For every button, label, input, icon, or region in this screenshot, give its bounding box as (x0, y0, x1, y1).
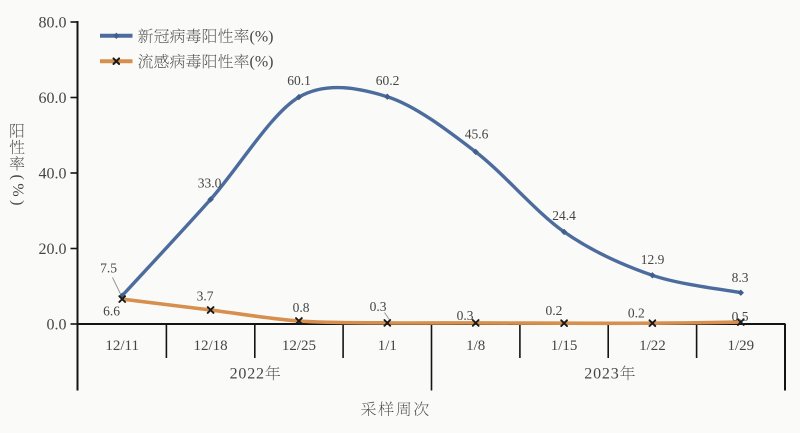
svg-text:(%): (%) (250, 28, 274, 45)
svg-text:1/22: 1/22 (639, 338, 666, 354)
svg-text:7.5: 7.5 (100, 261, 117, 276)
svg-text:60.1: 60.1 (287, 73, 311, 88)
svg-text:0.8: 0.8 (293, 300, 310, 315)
svg-text:12/25: 12/25 (282, 338, 316, 354)
svg-text:45.6: 45.6 (465, 127, 489, 142)
svg-text:0.5: 0.5 (732, 309, 749, 324)
svg-text:2023: 2023 (584, 365, 619, 382)
svg-text:8.3: 8.3 (732, 270, 749, 285)
svg-text:1/1: 1/1 (378, 338, 397, 354)
svg-text:20.0: 20.0 (39, 241, 67, 258)
svg-text:60.0: 60.0 (39, 90, 67, 107)
svg-text:0.2: 0.2 (545, 303, 562, 318)
svg-text:0.2: 0.2 (628, 306, 645, 321)
svg-text:33.0: 33.0 (198, 176, 222, 191)
svg-text:3.7: 3.7 (197, 289, 214, 304)
svg-text:1/8: 1/8 (466, 338, 485, 354)
svg-text:1/29: 1/29 (727, 338, 754, 354)
svg-text:0.3: 0.3 (370, 299, 387, 314)
svg-text:6.6: 6.6 (103, 304, 120, 319)
svg-text:(%): (%) (250, 54, 274, 71)
svg-text:(%): (%) (9, 175, 26, 209)
svg-text:0.0: 0.0 (47, 316, 67, 333)
svg-text:2022: 2022 (230, 365, 265, 382)
svg-text:40.0: 40.0 (39, 165, 67, 182)
svg-text:12.9: 12.9 (641, 252, 665, 267)
svg-text:80.0: 80.0 (39, 14, 67, 31)
svg-text:24.4: 24.4 (552, 208, 576, 223)
svg-text:1/15: 1/15 (551, 338, 578, 354)
svg-text:12/18: 12/18 (194, 338, 228, 354)
svg-text:12/11: 12/11 (105, 338, 139, 354)
svg-text:60.2: 60.2 (376, 73, 400, 88)
svg-text:0.3: 0.3 (457, 308, 474, 323)
